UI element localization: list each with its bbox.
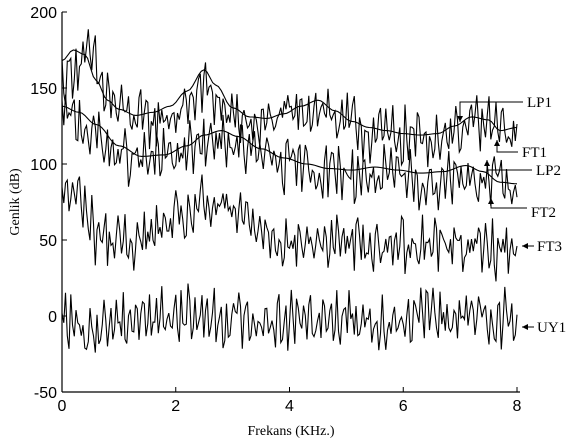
- y-tick-label: 150: [30, 81, 57, 98]
- annotation-label-ft1: FT1: [522, 145, 547, 161]
- annotation-label-ft3: FT3: [537, 239, 562, 255]
- annotation-leader-ft2: [490, 198, 527, 209]
- x-tick-label: 4: [285, 398, 294, 415]
- plot-axes: [61, 12, 520, 393]
- x-ticks: 0 2 4 6 8: [58, 387, 522, 415]
- series-line-ft2: [61, 94, 518, 211]
- series-line-uy1: [61, 283, 518, 353]
- x-axis-label: Frekans (KHz.): [247, 424, 334, 439]
- annotation-arrowhead: [484, 160, 490, 166]
- annotation-arrowhead: [522, 243, 528, 249]
- annotation-label-lp2: LP2: [536, 163, 561, 179]
- annotation-leader-lp1: [459, 101, 523, 122]
- annotation-arrowhead: [488, 198, 494, 204]
- y-tick-label: 200: [30, 5, 57, 22]
- x-tick-label: 8: [513, 398, 522, 415]
- y-tick-label: 50: [39, 233, 57, 250]
- x-tick-label: 6: [399, 398, 408, 415]
- annotation-label-ft2: FT2: [531, 205, 556, 221]
- series-line-ft1: [61, 29, 518, 168]
- annotations: LP1 FT1 LP2 FT2 FT3 UY1: [457, 95, 566, 336]
- x-tick-label: 0: [58, 398, 67, 415]
- y-tick-label: 100: [30, 157, 57, 174]
- annotation-arrowhead: [457, 116, 463, 122]
- y-tick-label: -50: [34, 385, 57, 402]
- y-ticks: -50 0 50 100 150 200: [30, 5, 67, 402]
- y-tick-label: 0: [48, 309, 57, 326]
- series-line-ft3: [61, 174, 518, 282]
- annotation-label-lp1: LP1: [527, 95, 552, 111]
- annotation-arrowhead: [494, 140, 500, 146]
- x-tick-label: 2: [171, 398, 180, 415]
- y-axis-label: Genlik (dB): [8, 168, 23, 236]
- plot-series: [61, 29, 518, 353]
- annotation-leader-ft1: [496, 140, 518, 153]
- annotation-arrowhead: [522, 324, 528, 330]
- annotation-label-uy1: UY1: [537, 320, 566, 336]
